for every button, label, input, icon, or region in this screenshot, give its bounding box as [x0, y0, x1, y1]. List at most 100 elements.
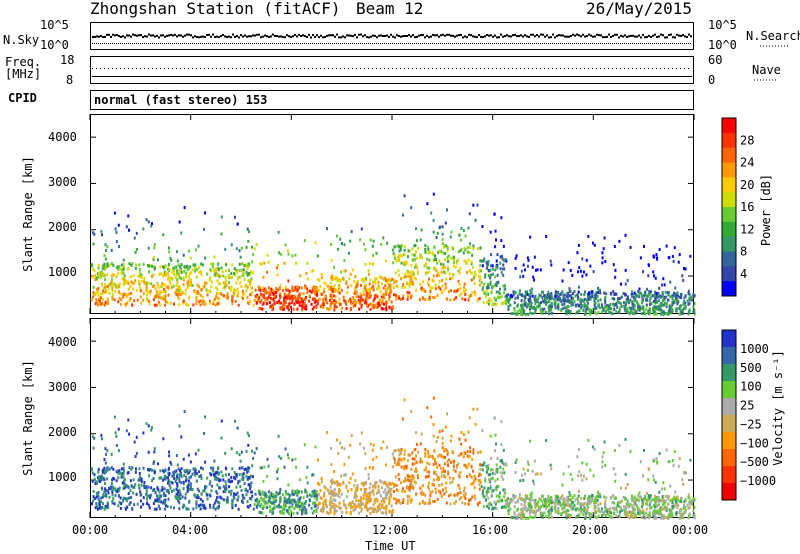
- velocity-cell: [481, 489, 484, 493]
- power-cell: [639, 306, 642, 310]
- power-cell: [526, 290, 529, 294]
- velocity-cell: [363, 446, 366, 450]
- power-cell: [236, 294, 239, 298]
- velocity-cell: [409, 483, 412, 487]
- power-cell: [548, 299, 551, 303]
- power-cell: [347, 299, 350, 303]
- velocity-cell: [580, 509, 583, 513]
- power-cell: [567, 261, 570, 265]
- velocity-cell: [507, 497, 510, 501]
- power-cell: [637, 302, 640, 306]
- power-cell: [624, 233, 627, 237]
- power-cell: [247, 262, 250, 266]
- power-cell: [133, 299, 136, 303]
- power-cell: [527, 258, 530, 262]
- velocity-cell: [588, 511, 591, 515]
- velocity-cell: [383, 506, 386, 510]
- velocity-cell: [632, 511, 635, 515]
- power-cell: [452, 258, 455, 262]
- power-cell: [434, 254, 437, 258]
- velocity-cell: [652, 503, 655, 507]
- power-cell: [166, 301, 169, 305]
- velocity-cell: [378, 502, 381, 506]
- power-cell: [294, 296, 297, 300]
- velocity-cell: [92, 489, 95, 493]
- velocity-cell: [199, 503, 202, 507]
- velocity-cell: [487, 503, 490, 507]
- velocity-cell: [178, 480, 181, 484]
- power-cell: [254, 288, 257, 292]
- velocity-cell: [569, 513, 572, 517]
- power-cell: [183, 206, 186, 210]
- power-cell: [288, 301, 291, 305]
- velocity-cell: [245, 474, 248, 478]
- velocity-cell: [248, 483, 251, 487]
- velocity-cell: [550, 515, 553, 519]
- power-cell: [235, 289, 238, 293]
- power-cell: [189, 265, 192, 269]
- velocity-cell: [186, 471, 189, 475]
- power-cell: [151, 275, 154, 279]
- power-cell: [227, 268, 230, 272]
- power-cell: [274, 291, 277, 295]
- velocity-cell: [563, 506, 566, 510]
- velocity-cell: [229, 480, 232, 484]
- velocity-cell: [579, 503, 582, 507]
- power-cell: [213, 273, 216, 277]
- velocity-cell: [446, 450, 449, 454]
- power-cell: [487, 259, 490, 263]
- power-cell: [688, 301, 691, 305]
- power-cell: [428, 266, 431, 270]
- velocity-cell: [692, 514, 695, 518]
- velocity-cell: [415, 467, 418, 471]
- power-cell: [284, 243, 287, 247]
- power-cell: [217, 262, 220, 266]
- velocity-cell: [409, 498, 412, 502]
- velocity-cell: [532, 510, 535, 514]
- power-cell: [105, 248, 108, 252]
- velocity-cell: [100, 433, 103, 437]
- velocity-cell: [103, 507, 106, 511]
- power-cell: [228, 286, 231, 290]
- power-cell: [392, 261, 395, 265]
- power-cell: [478, 283, 481, 287]
- velocity-cell: [504, 462, 507, 466]
- power-cell: [672, 293, 675, 297]
- velocity-cell: [104, 469, 107, 473]
- velocity-cell: [194, 473, 197, 477]
- power-cell: [206, 289, 209, 293]
- power-cell: [545, 302, 548, 306]
- power-cell: [134, 263, 137, 267]
- velocity-cell: [403, 452, 406, 456]
- power-cell: [153, 256, 156, 260]
- power-cell: [597, 288, 600, 292]
- power-cell: [426, 266, 429, 270]
- velocity-cell: [206, 476, 209, 480]
- velocity-cell: [278, 491, 281, 495]
- velocity-cell: [540, 511, 543, 515]
- power-cell: [329, 292, 332, 296]
- power-cell: [485, 289, 488, 293]
- power-cell: [256, 295, 259, 299]
- velocity-cell: [350, 506, 353, 510]
- velocity-cell: [424, 493, 427, 497]
- velocity-cell: [507, 512, 510, 516]
- velocity-cell: [171, 474, 174, 478]
- power-cell: [463, 285, 466, 289]
- power-cell: [338, 297, 341, 301]
- power-cell: [471, 253, 474, 257]
- velocity-cell: [541, 500, 544, 504]
- power-cell: [320, 292, 323, 296]
- power-cell: [460, 248, 463, 252]
- power-cell: [464, 234, 467, 238]
- velocity-cell: [212, 506, 215, 510]
- power-cell: [584, 308, 587, 312]
- velocity-cell: [164, 477, 167, 481]
- velocity-cell: [530, 491, 533, 495]
- velocity-cell: [517, 514, 520, 518]
- velocity-cell: [333, 470, 336, 474]
- velocity-cell: [634, 497, 637, 501]
- power-cell: [413, 258, 416, 262]
- power-cell: [282, 289, 285, 293]
- power-cell: [494, 268, 497, 272]
